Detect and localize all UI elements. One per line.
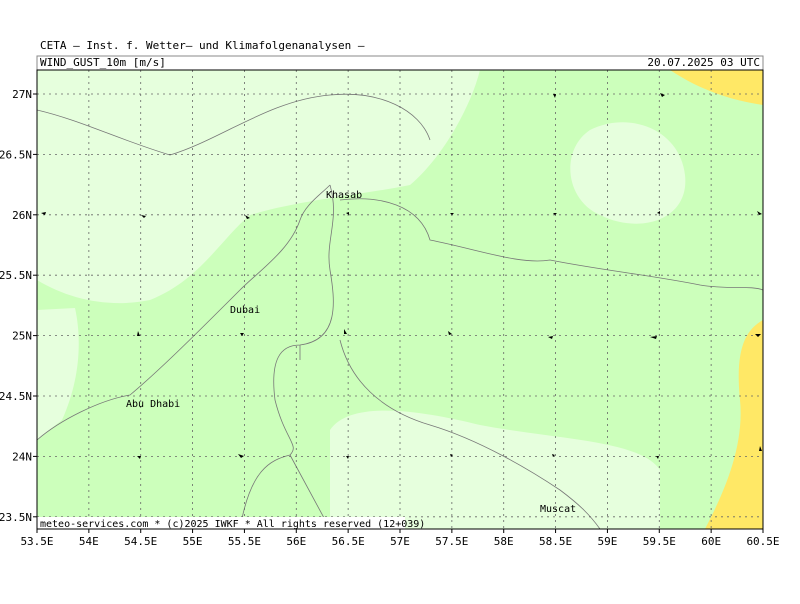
y-tick-label: 26N bbox=[12, 209, 32, 222]
x-tick-label: 57E bbox=[390, 535, 410, 548]
wind-arrows bbox=[41, 93, 762, 459]
y-tick-label: 24N bbox=[12, 450, 32, 463]
y-tick-label: 23.5N bbox=[0, 511, 32, 524]
footer: meteo-services.com * (c)2025 IWKF * All … bbox=[40, 519, 425, 530]
place-label: Dubai bbox=[230, 305, 260, 316]
axes: 53.5E 54E 54.5E 55E 55.5E 56E 56.5E 57E 57.5E 58E… bbox=[0, 88, 780, 548]
field-yellow bbox=[670, 70, 763, 105]
x-tick-label: 57.5E bbox=[435, 535, 468, 548]
footer-bg bbox=[37, 517, 405, 529]
y-tick-label: 26.5N bbox=[0, 148, 32, 161]
place-label: Khasab bbox=[326, 190, 362, 201]
place-label: Muscat bbox=[540, 504, 576, 515]
x-tick-label: 54.5E bbox=[124, 535, 157, 548]
x-tick-label: 60E bbox=[701, 535, 721, 548]
field-yellow bbox=[705, 320, 763, 529]
x-tick-label: 58.5E bbox=[539, 535, 572, 548]
field-light bbox=[37, 70, 480, 304]
x-tick-label: 55E bbox=[183, 535, 203, 548]
y-tick-label: 25.5N bbox=[0, 269, 32, 282]
y-tick-label: 25N bbox=[12, 330, 32, 343]
x-tick-label: 56E bbox=[286, 535, 306, 548]
field-light bbox=[330, 410, 660, 529]
x-tick-label: 59.5E bbox=[643, 535, 676, 548]
x-tick-label: 55.5E bbox=[228, 535, 261, 548]
field-light bbox=[37, 308, 79, 440]
map: Khasab Dubai Abu Dhabi Muscat meteo-serv… bbox=[37, 70, 763, 530]
x-tick-label: 60.5E bbox=[746, 535, 779, 548]
x-tick-label: 59E bbox=[597, 535, 617, 548]
place-label: Abu Dhabi bbox=[126, 399, 180, 410]
field-light bbox=[570, 122, 686, 224]
x-tick-label: 58E bbox=[494, 535, 514, 548]
parameter: WIND_GUST_10m [m/s] bbox=[40, 56, 166, 69]
datetime: 20.07.2025 03 UTC bbox=[647, 56, 760, 69]
y-tick-label: 27N bbox=[12, 88, 32, 101]
x-tick-label: 56.5E bbox=[332, 535, 365, 548]
grid bbox=[37, 70, 763, 529]
x-tick-label: 53.5E bbox=[20, 535, 53, 548]
x-tick-label: 54E bbox=[79, 535, 99, 548]
y-tick-label: 24.5N bbox=[0, 390, 32, 403]
header-title: CETA — Inst. f. Wetter— und Klimafolgena… bbox=[40, 39, 365, 52]
